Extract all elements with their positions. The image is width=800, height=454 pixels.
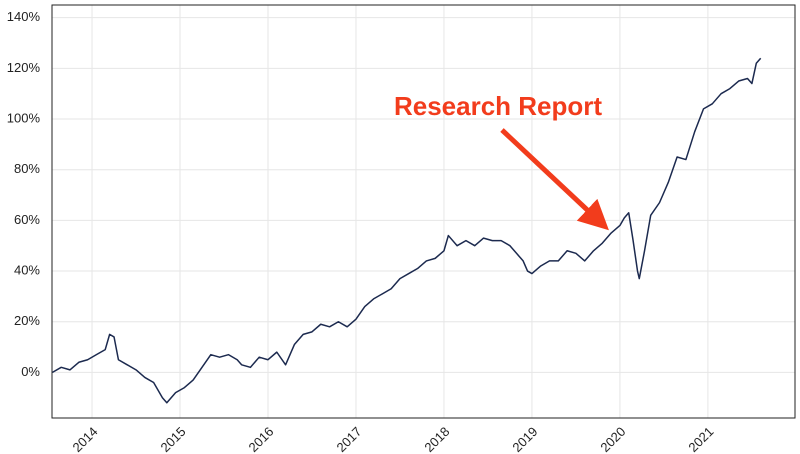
- x-tick-label: 2017: [333, 424, 364, 454]
- x-tick-label: 2021: [685, 424, 716, 454]
- y-tick-label: 100%: [7, 110, 41, 125]
- x-tick-label: 2014: [70, 424, 101, 454]
- plot: [52, 57, 762, 404]
- y-tick-label: 20%: [14, 313, 40, 328]
- y-tick-label: 80%: [14, 161, 40, 176]
- y-tick-label: 60%: [14, 212, 40, 227]
- x-tick-label: 2018: [421, 424, 452, 454]
- data-line: [52, 57, 762, 404]
- x-tick-label: 2016: [245, 424, 276, 454]
- y-tick-label: 40%: [14, 262, 40, 277]
- annotation: Research Report: [394, 91, 602, 121]
- x-tick-label: 2015: [158, 424, 189, 454]
- annotation-arrow: [500, 128, 609, 231]
- plot-frame: [51, 4, 796, 419]
- y-tick-label: 140%: [7, 9, 41, 24]
- y-tick-label: 0%: [21, 364, 40, 379]
- grid: [52, 5, 795, 418]
- y-tick-label: 120%: [7, 60, 41, 75]
- x-tick-label: 2020: [597, 424, 628, 454]
- x-tick-label: 2019: [509, 424, 540, 454]
